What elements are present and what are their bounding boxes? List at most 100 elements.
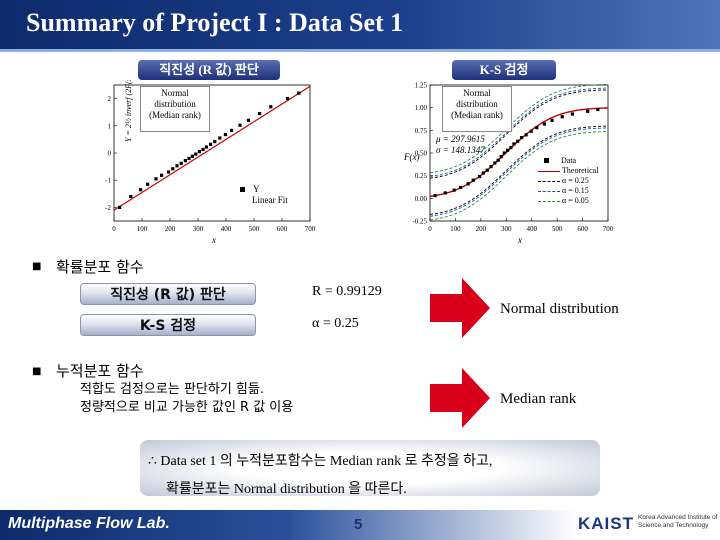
- left-data-point: [175, 164, 179, 168]
- right-ytick-label: 1.25: [415, 82, 428, 90]
- right-data-point: [496, 158, 500, 162]
- left-ytick-label: -1: [105, 177, 111, 185]
- right-ylabel: F(x): [403, 152, 420, 162]
- ks-band-upper: [429, 89, 609, 179]
- right-data-point: [596, 107, 600, 112]
- legend-a15: α = 0.15: [538, 186, 598, 196]
- right-ytick-label: -0.25: [412, 218, 427, 226]
- ks-band-lower: [429, 127, 609, 217]
- right-data-point: [570, 112, 574, 116]
- left-data-point: [258, 111, 262, 116]
- page-number: 5: [354, 516, 363, 533]
- right-data-point: [560, 115, 564, 119]
- left-ytick-label: -2: [105, 204, 111, 212]
- right-data-point: [458, 185, 463, 190]
- left-xtick-label: 500: [249, 225, 260, 233]
- right-xtick-label: 700: [603, 225, 614, 233]
- left-xtick-label: 700: [305, 225, 316, 233]
- right-data-point: [443, 191, 447, 195]
- right-ytick-label: 0.75: [415, 127, 428, 135]
- right-params: μ = 297.9615 σ = 148.1347: [436, 134, 485, 156]
- right-ytick-label: 0.00: [415, 195, 428, 203]
- left-data-point: [230, 128, 234, 133]
- legend-data: Data: [538, 156, 598, 166]
- right-data-point: [586, 109, 590, 113]
- right-data-point: [466, 182, 470, 186]
- left-data-point: [171, 167, 175, 171]
- ks-band-upper: [429, 83, 609, 174]
- right-data-point: [471, 178, 475, 182]
- left-xlabel: x: [211, 235, 216, 245]
- left-data-point: [209, 142, 213, 146]
- right-data-point: [502, 151, 506, 155]
- cdf-result: Median rank: [500, 391, 577, 407]
- right-data-point: [535, 126, 539, 130]
- left-xtick-label: 600: [277, 225, 288, 233]
- left-x-ticks: 0 100 200 300 400 500 600 700: [112, 218, 316, 233]
- left-ytick-label: 1: [108, 122, 112, 130]
- left-data-point: [160, 173, 164, 177]
- left-data-point: [197, 150, 201, 154]
- left-data-point: [187, 156, 191, 161]
- kaist-institute: Korea Advanced Institute of Science and …: [638, 514, 718, 529]
- arrow-icon: [430, 278, 490, 338]
- right-data-point: [485, 168, 489, 172]
- pdf-heading: 확률분포 함수: [56, 258, 144, 276]
- right-data-point: [516, 139, 520, 143]
- right-y-ticks: -0.25 0.00 0.25 0.50 0.75 1.00 1.25: [412, 82, 433, 226]
- left-xtick-label: 100: [137, 225, 148, 233]
- arrow-icon-2: [430, 368, 490, 428]
- right-ytick-label: 0.50: [415, 150, 428, 158]
- right-data-point: [529, 129, 533, 133]
- left-data-point: [167, 170, 171, 174]
- right-data-point: [524, 133, 528, 137]
- right-data-point: [505, 148, 510, 152]
- left-data-point: [223, 132, 228, 137]
- right-plot-note: Normal distribution (Median rank): [442, 86, 512, 132]
- right-plot: 0 100 200 300 400 500 600 700 -0.25 0.00 0.25 0.50…: [396, 80, 618, 248]
- slide-title: Summary of Project I : Data Set 1: [26, 8, 404, 37]
- left-xtick-label: 300: [193, 225, 204, 233]
- left-data-point: [218, 136, 222, 140]
- left-data-point: [297, 91, 301, 95]
- right-data-point: [489, 165, 493, 169]
- left-data-point: [118, 205, 122, 209]
- footer-bar: Multiphase Flow Lab. 5: [0, 510, 720, 540]
- left-data-point: [183, 159, 187, 163]
- right-data-point: [550, 118, 554, 122]
- cdf-heading: 누적분포 함수: [56, 362, 144, 380]
- right-plot-heading: K-S 검정: [452, 60, 556, 80]
- legend-a05: α = 0.05: [538, 196, 598, 206]
- left-data-point: [179, 161, 183, 165]
- left-data-point: [238, 123, 242, 127]
- legend-a25: α = 0.25: [538, 176, 598, 186]
- right-data-point: [481, 171, 485, 175]
- kaist-logo: KAIST: [578, 514, 634, 533]
- left-data-point: [269, 105, 273, 109]
- left-ytick-label: 2: [108, 95, 112, 103]
- pdf-result: Normal distribution: [500, 301, 619, 317]
- conclusion-line2: 확률분포는 Normal distribution 을 따른다.: [166, 482, 407, 497]
- right-xtick-label: 300: [501, 225, 512, 233]
- right-xtick-label: 200: [476, 225, 487, 233]
- right-data-point: [477, 174, 482, 179]
- ks-band-lower: [429, 125, 609, 215]
- left-ytick-label: 0: [108, 150, 112, 158]
- bullet-cdf: ■: [32, 366, 42, 377]
- right-xtick-label: 500: [552, 225, 563, 233]
- left-xtick-label: 0: [112, 225, 116, 233]
- lab-name: Multiphase Flow Lab.: [8, 515, 170, 532]
- ks-band-lower: [429, 131, 609, 221]
- pdf-box-ks: K-S 검정: [80, 314, 256, 336]
- cdf-line1: 적합도 검정으로는 판단하기 힘듦.: [80, 382, 264, 397]
- left-data-point: [139, 188, 143, 192]
- right-ytick-label: 1.00: [415, 104, 428, 112]
- left-plot-note: Normal distribution (Median rank): [140, 86, 210, 132]
- left-data-point: [129, 194, 133, 199]
- conclusion-line1: ∴ Data set 1 의 누적분포함수는 Median rank 로 추정을…: [148, 454, 493, 469]
- ks-band-upper: [429, 87, 609, 177]
- right-ytick-label: 0.25: [415, 172, 428, 180]
- right-data-point: [519, 135, 524, 140]
- left-data-point: [190, 154, 194, 158]
- cdf-line2: 정량적으로 비교 가능한 값인 R 값 이용: [80, 400, 294, 415]
